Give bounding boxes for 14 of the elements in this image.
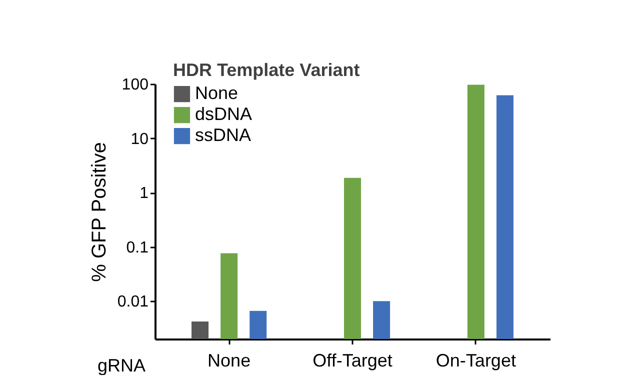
y-tick-label: 1	[140, 185, 149, 202]
x-tick-label: On-Target	[436, 350, 516, 370]
y-tick-label: 0.01	[117, 294, 149, 311]
legend-label: None	[195, 83, 238, 103]
x-tick-label: Off-Target	[312, 350, 392, 370]
legend-label: dsDNA	[195, 104, 252, 124]
x-tick-label: None	[208, 350, 251, 370]
legend-label: ssDNA	[195, 125, 252, 145]
y-tick-label: 0.1	[126, 239, 149, 256]
legend-title: HDR Template Variant	[173, 60, 360, 80]
y-axis-title: % GFP Positive	[88, 142, 110, 282]
y-tick-label: 10	[130, 130, 149, 148]
y-tick-label: 100	[122, 76, 149, 94]
x-axis-title: gRNA	[98, 356, 146, 376]
